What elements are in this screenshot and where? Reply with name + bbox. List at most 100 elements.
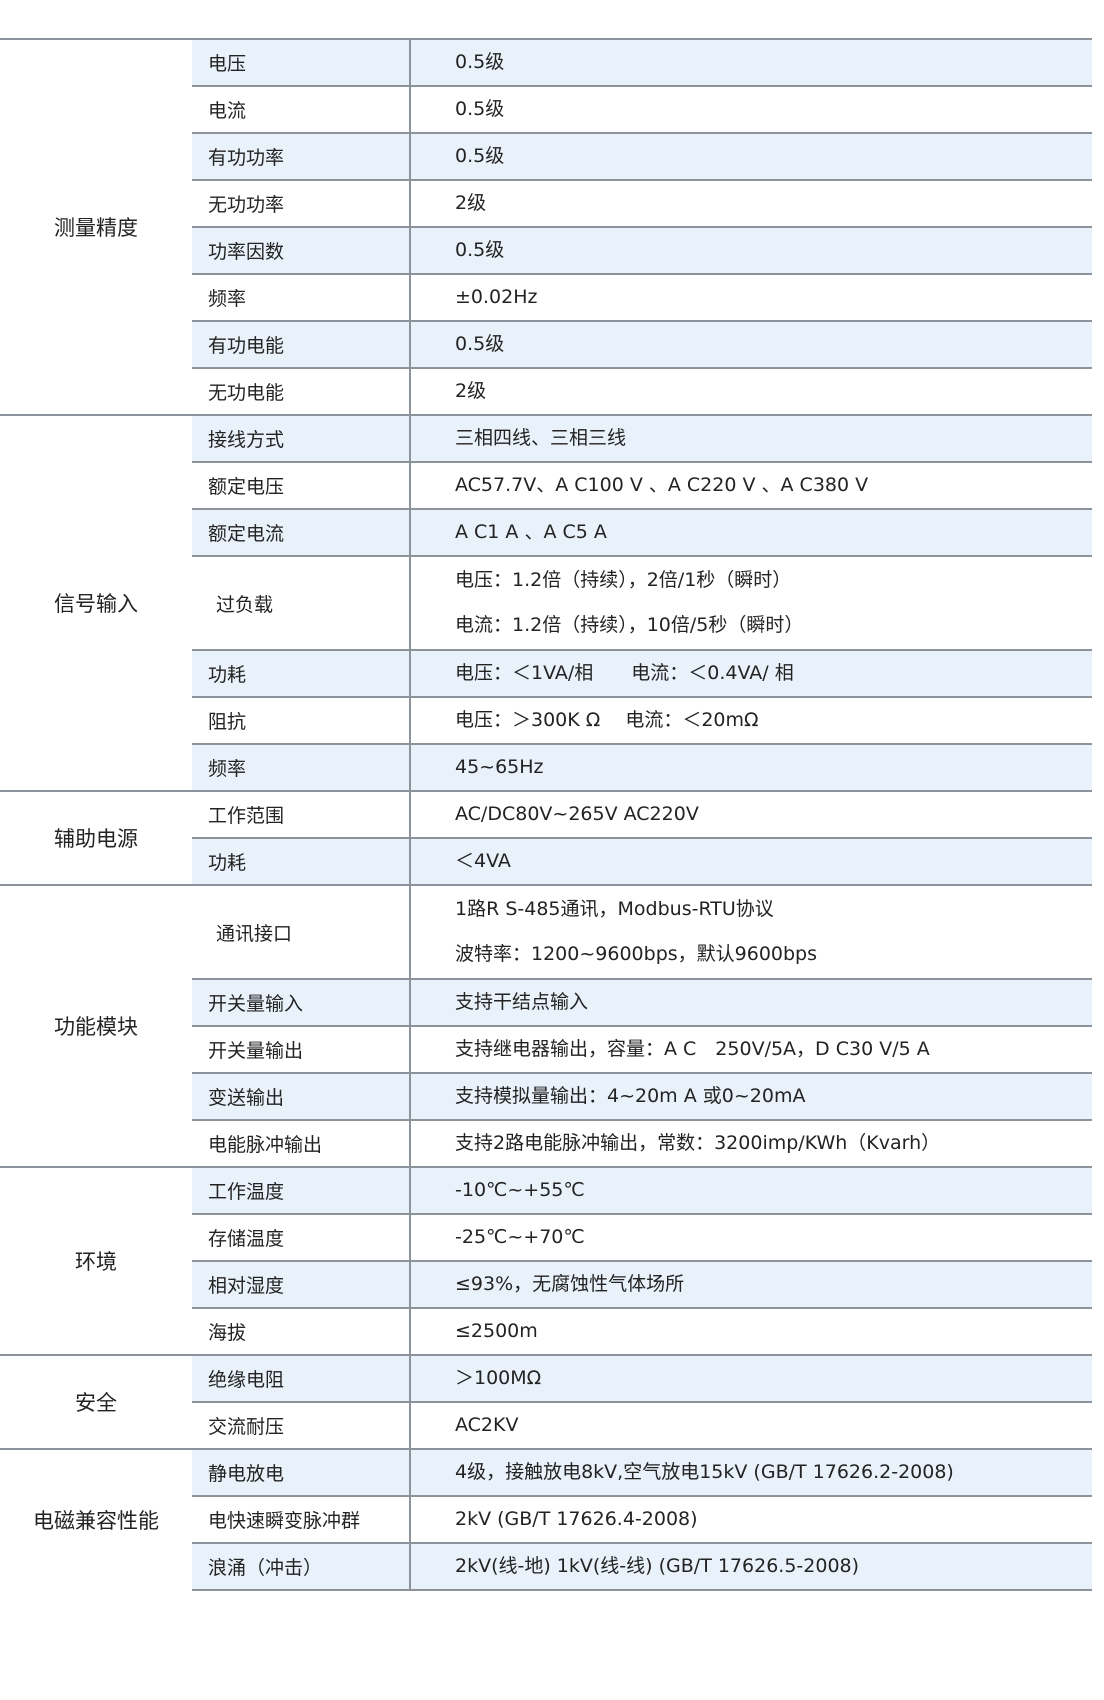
spec-value-line: 0.5级 <box>455 98 505 120</box>
spec-label: 海拔 <box>192 1307 411 1355</box>
spec-value-line: 三相四线、三相三线 <box>455 427 627 449</box>
spec-row: 无功电能 2级 <box>0 367 1092 415</box>
group-label: 环境 <box>0 1166 192 1355</box>
spec-row: 过负载 电压：1.2倍（持续），2倍/1秒（瞬时） 电流：1.2倍（持续），10倍/… <box>0 555 1092 650</box>
spec-row: 浪涌（冲击） 2kV(线-地) 1kV(线-线) (GB/T 17626.5-20… <box>0 1542 1092 1591</box>
spec-value: 电压：＜1VA/相 电流：＜0.4VA/ 相 <box>410 649 1092 697</box>
spec-row: 电流 0.5级 <box>0 85 1092 133</box>
spec-label: 无功电能 <box>192 367 411 415</box>
spec-value-line: 2级 <box>455 380 487 402</box>
spec-value: 支持模拟量输出：4~20m A 或0~20mA <box>410 1072 1092 1120</box>
spec-row: 海拔 ≤2500m <box>0 1307 1092 1355</box>
spec-value: 1路R S-485通讯，Modbus-RTU协议 波特率：1200~9600bps… <box>410 884 1092 979</box>
spec-value-line: 电流：1.2倍（持续），10倍/5秒（瞬时） <box>455 614 804 636</box>
spec-label: 有功功率 <box>192 132 411 180</box>
group-label: 测量精度 <box>0 38 192 415</box>
spec-label: 工作温度 <box>192 1166 411 1214</box>
spec-row: 功耗 电压：＜1VA/相 电流：＜0.4VA/ 相 <box>0 649 1092 697</box>
spec-value-line: 电压：1.2倍（持续），2倍/1秒（瞬时） <box>455 569 792 591</box>
spec-value: 2级 <box>410 367 1092 415</box>
spec-value: ≤93%，无腐蚀性气体场所 <box>410 1260 1092 1308</box>
spec-row: 额定电压 AC57.7V、A C100 V 、A C220 V 、A C380 V <box>0 461 1092 509</box>
spec-value-line: ±0.02Hz <box>455 286 538 308</box>
spec-row: 信号输入 接线方式 三相四线、三相三线 <box>0 414 1092 791</box>
spec-value: 45~65Hz <box>410 743 1092 791</box>
spec-row: 功率因数 0.5级 <box>0 226 1092 274</box>
spec-label: 开关量输出 <box>192 1025 411 1073</box>
spec-label: 额定电流 <box>192 508 411 556</box>
spec-row: 测量精度 电压 0.5级 <box>0 38 1092 415</box>
spec-value-line: 波特率：1200~9600bps，默认9600bps <box>455 943 818 965</box>
spec-value: 0.5级 <box>410 132 1092 180</box>
spec-value: 0.5级 <box>410 38 1092 86</box>
spec-value-line: 支持模拟量输出：4~20m A 或0~20mA <box>455 1085 806 1107</box>
spec-value-line: 0.5级 <box>455 333 505 355</box>
spec-row: 存储温度 -25℃~+70℃ <box>0 1213 1092 1261</box>
spec-value: 支持2路电能脉冲输出，常数：3200imp/KWh（Kvarh） <box>410 1119 1092 1167</box>
spec-value-line: AC57.7V、A C100 V 、A C220 V 、A C380 V <box>455 474 869 496</box>
spec-row: 交流耐压 AC2KV <box>0 1401 1092 1449</box>
spec-value: ＞100MΩ <box>410 1354 1092 1402</box>
spec-label: 电流 <box>192 85 411 133</box>
spec-row: 无功功率 2级 <box>0 179 1092 227</box>
spec-label: 有功电能 <box>192 320 411 368</box>
spec-row: 开关量输出 支持继电器输出，容量：A C 250V/5A，D C30 V/5 A <box>0 1025 1092 1073</box>
group-label: 辅助电源 <box>0 790 192 885</box>
spec-row: 辅助电源 工作范围 AC/DC80V~265V AC220V <box>0 790 1092 885</box>
spec-value-line: 电压：＜1VA/相 电流：＜0.4VA/ 相 <box>455 662 794 684</box>
spec-value-line: ≤2500m <box>455 1320 538 1342</box>
spec-row: 相对湿度 ≤93%，无腐蚀性气体场所 <box>0 1260 1092 1308</box>
spec-label: 功率因数 <box>192 226 411 274</box>
spec-row: 变送输出 支持模拟量输出：4~20m A 或0~20mA <box>0 1072 1092 1120</box>
spec-label: 电能脉冲输出 <box>192 1119 411 1167</box>
spec-row: 环境 工作温度 -10℃~+55℃ <box>0 1166 1092 1355</box>
spec-value-line: -10℃~+55℃ <box>455 1179 585 1201</box>
spec-label: 绝缘电阻 <box>192 1354 411 1402</box>
spec-value: 2kV (GB/T 17626.4-2008) <box>410 1495 1092 1543</box>
spec-value: AC/DC80V~265V AC220V <box>410 790 1092 838</box>
spec-value-line: 2kV(线-地) 1kV(线-线) (GB/T 17626.5-2008) <box>455 1555 860 1577</box>
spec-row: 频率 ±0.02Hz <box>0 273 1092 321</box>
group-label: 功能模块 <box>0 884 192 1167</box>
spec-value-line: 0.5级 <box>455 145 505 167</box>
spec-label: 功耗 <box>192 837 411 885</box>
spec-value-line: 2kV (GB/T 17626.4-2008) <box>455 1508 698 1530</box>
spec-value: 2kV(线-地) 1kV(线-线) (GB/T 17626.5-2008) <box>410 1542 1092 1591</box>
spec-value: 电压：1.2倍（持续），2倍/1秒（瞬时） 电流：1.2倍（持续），10倍/5秒（… <box>410 555 1092 650</box>
spec-value-line: 4级，接触放电8kV,空气放电15kV (GB/T 17626.2-2008) <box>455 1461 954 1483</box>
spec-value: 0.5级 <box>410 320 1092 368</box>
spec-value: 0.5级 <box>410 85 1092 133</box>
spec-row: 功能模块 通讯接口 1路R S-485通讯，Modbus-RTU协议 波特率：1200… <box>0 884 1092 1167</box>
spec-value-line: AC/DC80V~265V AC220V <box>455 803 699 825</box>
spec-label: 额定电压 <box>192 461 411 509</box>
spec-row: 频率 45~65Hz <box>0 743 1092 791</box>
spec-value-line: 电压：＞300K Ω 电流：＜20mΩ <box>455 709 759 731</box>
spec-value: AC2KV <box>410 1401 1092 1449</box>
spec-value: -25℃~+70℃ <box>410 1213 1092 1261</box>
spec-value-line: -25℃~+70℃ <box>455 1226 585 1248</box>
spec-row: 有功电能 0.5级 <box>0 320 1092 368</box>
spec-value: 4级，接触放电8kV,空气放电15kV (GB/T 17626.2-2008) <box>410 1448 1092 1496</box>
spec-row: 电能脉冲输出 支持2路电能脉冲输出，常数：3200imp/KWh（Kvarh） <box>0 1119 1092 1167</box>
spec-label: 频率 <box>192 273 411 321</box>
spec-value: A C1 A 、A C5 A <box>410 508 1092 556</box>
spec-label: 电快速瞬变脉冲群 <box>192 1495 411 1543</box>
spec-value-line: 0.5级 <box>455 239 505 261</box>
spec-row: 额定电流 A C1 A 、A C5 A <box>0 508 1092 556</box>
spec-row: 开关量输入 支持干结点输入 <box>0 978 1092 1026</box>
spec-label: 工作范围 <box>192 790 411 838</box>
spec-value: 电压：＞300K Ω 电流：＜20mΩ <box>410 696 1092 744</box>
spec-label: 电压 <box>192 38 411 86</box>
spec-row: 功耗 ＜4VA <box>0 837 1092 885</box>
spec-value: 支持干结点输入 <box>410 978 1092 1026</box>
spec-label: 静电放电 <box>192 1448 411 1496</box>
spec-value-line: ＞100MΩ <box>455 1367 542 1389</box>
spec-label: 变送输出 <box>192 1072 411 1120</box>
spec-row: 电快速瞬变脉冲群 2kV (GB/T 17626.4-2008) <box>0 1495 1092 1543</box>
spec-row: 有功功率 0.5级 <box>0 132 1092 180</box>
spec-value: ＜4VA <box>410 837 1092 885</box>
spec-label: 相对湿度 <box>192 1260 411 1308</box>
spec-label: 存储温度 <box>192 1213 411 1261</box>
spec-label: 浪涌（冲击） <box>192 1542 411 1591</box>
spec-value: AC57.7V、A C100 V 、A C220 V 、A C380 V <box>410 461 1092 509</box>
